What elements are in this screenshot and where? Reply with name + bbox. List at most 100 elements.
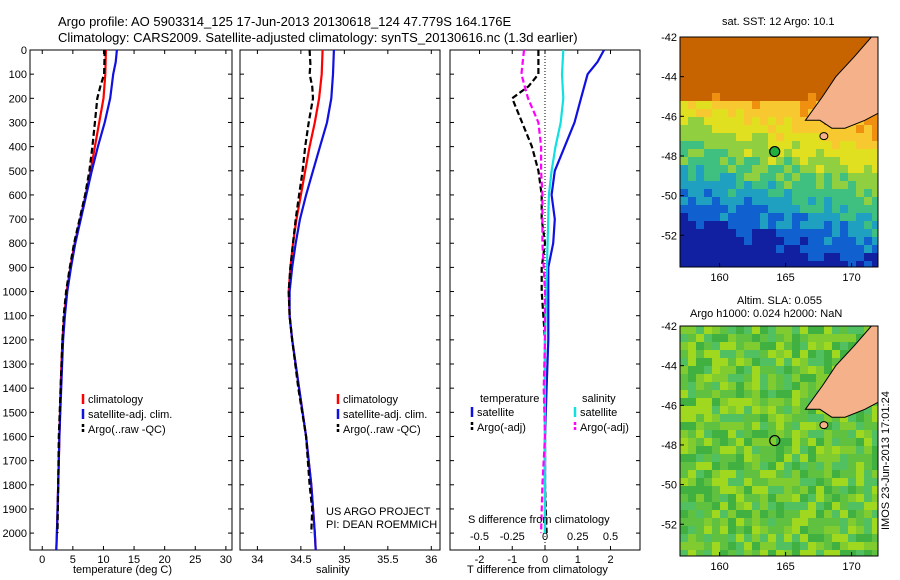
map-cell (800, 77, 809, 86)
map-cell (800, 358, 809, 367)
map-cell (728, 213, 737, 222)
map-cell (872, 550, 878, 556)
map-cell (744, 229, 753, 238)
map-cell (696, 478, 705, 487)
map-cell (864, 542, 873, 551)
map-cell (744, 382, 753, 391)
map-cell (792, 406, 801, 415)
map-cell (840, 430, 849, 439)
map-cell (784, 550, 793, 556)
map-cell (824, 133, 833, 142)
map-cell (848, 229, 857, 238)
map-cell (856, 205, 865, 214)
map-cell (768, 229, 777, 238)
map-cell (848, 189, 857, 198)
map-cell (808, 518, 817, 527)
map-cell (728, 141, 737, 150)
map-cell (792, 350, 801, 359)
map-cell (680, 374, 689, 383)
argo-line (287, 49, 315, 534)
map-cell (832, 422, 841, 431)
map-cell (760, 470, 769, 479)
map-cell (704, 550, 713, 556)
map-cell (744, 237, 753, 246)
map-cell (856, 422, 865, 431)
map2-subtitle: Argo h1000: 0.024 h2000: NaN (690, 308, 843, 320)
depth-tick-label: 1000 (3, 287, 27, 299)
map-cell (800, 542, 809, 551)
map-cell (848, 157, 857, 166)
legend-label: Argo(..raw -QC) (343, 424, 421, 436)
map-cell (872, 205, 878, 214)
map-cell (744, 542, 753, 551)
map-cell (832, 446, 841, 455)
map-cell (720, 213, 729, 222)
map-cell (792, 486, 801, 495)
map-cell (840, 438, 849, 447)
map-cell (752, 149, 761, 158)
map-cell (776, 221, 785, 230)
map-cell (768, 77, 777, 86)
map-cell (776, 478, 785, 487)
map-cell (744, 398, 753, 407)
map-cell (784, 462, 793, 471)
map-cell (840, 510, 849, 519)
map-cell (784, 173, 793, 182)
map-cell (744, 438, 753, 447)
map-cell (736, 261, 745, 267)
map-cell (864, 237, 873, 246)
map-cell (784, 213, 793, 222)
map-cell (744, 157, 753, 166)
map-cell (704, 109, 713, 118)
map-cell (744, 141, 753, 150)
map-cell (760, 93, 769, 102)
map-cell (840, 261, 849, 267)
map-cell (688, 406, 697, 415)
map-cell (824, 462, 833, 471)
map-cell (728, 502, 737, 511)
map-cell (736, 237, 745, 246)
map-cell (768, 93, 777, 102)
map-cell (848, 446, 857, 455)
map-cell (696, 406, 705, 415)
map-cell (712, 141, 721, 150)
map-cell (680, 85, 689, 94)
map-cell (720, 53, 729, 62)
map-cell (848, 253, 857, 262)
depth-tick-label: 200 (9, 93, 27, 105)
x-tick-label: 15 (128, 554, 140, 566)
map-cell (816, 181, 825, 190)
map-cell (728, 414, 737, 423)
map-cell (696, 382, 705, 391)
map-cell (808, 117, 817, 126)
map-cell (696, 133, 705, 142)
map-cell (760, 494, 769, 503)
map-cell (736, 414, 745, 423)
map-1 (680, 37, 878, 267)
map-cell (832, 61, 841, 70)
map-cell (696, 350, 705, 359)
map-cell (776, 77, 785, 86)
map-cell (696, 253, 705, 262)
map-cell (776, 85, 785, 94)
map-cell (808, 125, 817, 134)
map-cell (744, 117, 753, 126)
map-cell (720, 390, 729, 399)
map-cell (728, 109, 737, 118)
map-cell (720, 61, 729, 70)
map-cell (752, 237, 761, 246)
map-cell (680, 229, 689, 238)
map-cell (784, 470, 793, 479)
map-cell (696, 326, 705, 335)
map-cell (752, 213, 761, 222)
x-tick-label: 34.5 (290, 554, 311, 566)
map-cell (840, 189, 849, 198)
map-cell (752, 141, 761, 150)
map-cell (808, 342, 817, 351)
map-cell (680, 157, 689, 166)
map-cell (776, 374, 785, 383)
map-cell (808, 173, 817, 182)
map-cell (720, 69, 729, 78)
map-cell (688, 510, 697, 519)
map-cell (728, 125, 737, 134)
